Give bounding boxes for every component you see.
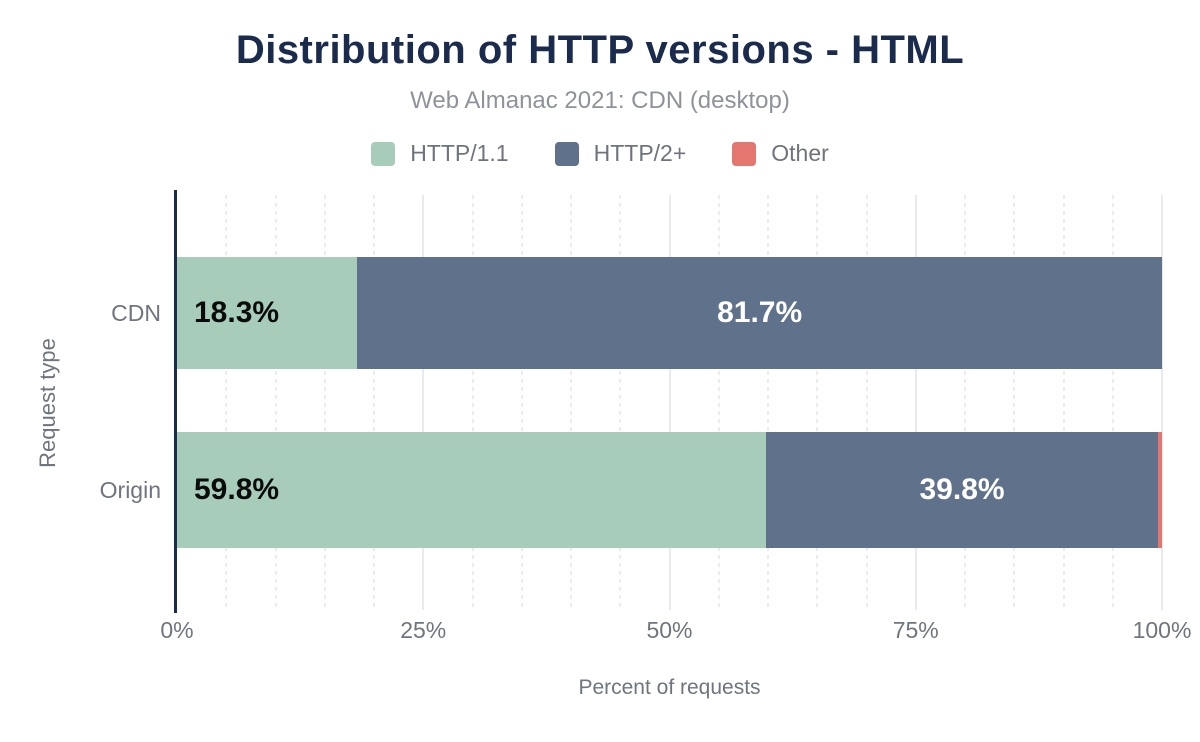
bar-segment-origin-other [1158,432,1162,548]
legend-item-http-1-1: HTTP/1.1 [371,140,509,167]
gridline-minor [816,195,819,610]
x-axis-label: Percent of requests [578,676,761,699]
category-label-cdn: CDN [111,300,161,326]
x-tick-label: 0% [160,617,194,643]
bar-segment-cdn-http-2-: 81.7% [357,257,1162,369]
gridline-minor [767,195,769,610]
plot-area: 18.3% 81.7% 59.8% 39.8% [177,195,1163,610]
legend-item-other: Other [732,140,829,167]
legend-swatch [732,141,757,166]
gridline-minor [274,195,277,610]
gridline-minor [520,195,523,610]
gridline-minor [964,195,966,610]
bar-segment-origin-http-1-1: 59.8% [177,432,767,548]
x-tick-label: 50% [646,617,693,643]
x-tick-label: 100% [1132,617,1192,643]
y-axis-line [174,190,177,613]
bar-value-label: 59.8% [194,473,280,506]
bar-value-label: 81.7% [717,296,803,329]
bar-value-label: 18.3% [194,296,280,329]
gridline-major [422,195,425,610]
x-tick-label: 75% [892,617,939,643]
legend-item-http-2-: HTTP/2+ [554,140,687,167]
chart-subtitle: Web Almanac 2021: CDN (desktop) [410,87,790,114]
bar-segment-cdn-http-1-1: 18.3% [177,257,358,369]
legend: HTTP/1.1 HTTP/2+ Other [0,140,1200,167]
bar-segment-origin-http-2-: 39.8% [766,432,1159,548]
legend-label: HTTP/2+ [593,140,687,166]
gridline-minor [1111,195,1114,610]
legend-swatch [371,141,396,166]
gridline-minor [865,195,868,610]
category-label-origin: Origin [99,477,161,503]
y-axis-label: Request type [35,338,60,468]
gridline-minor [323,195,326,610]
gridline-major [1161,195,1163,610]
gridline-minor [1062,195,1065,610]
legend-label: Other [771,140,829,166]
gridline-minor [225,195,228,610]
gridline-minor [717,195,720,610]
gridline-major [668,195,671,610]
legend-swatch [554,141,579,166]
legend-label: HTTP/1.1 [410,140,509,166]
gridline-major [914,195,917,610]
x-tick-label: 25% [400,617,447,643]
chart-title: Distribution of HTTP versions - HTML [235,28,965,72]
gridline-minor [471,195,474,610]
gridline-minor [570,195,572,610]
bar-value-label: 39.8% [919,473,1005,506]
gridline-minor [373,195,375,610]
gridline-minor [1013,195,1016,610]
gridline-minor [619,195,622,610]
